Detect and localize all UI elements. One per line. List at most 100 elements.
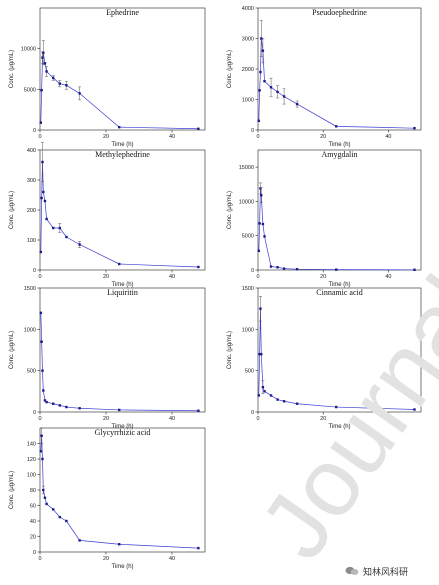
chart-title: Amygdalin <box>322 150 358 159</box>
y-tick-label-1: 5000 <box>242 234 254 240</box>
y-tick-label-5: 100 <box>27 473 36 479</box>
y-tick-label-0: 0 <box>251 128 254 134</box>
chart-5: 0 20 40 0 500 1000 1500 Cinnamic acid Time (h) Co… <box>227 286 422 430</box>
y-tick-label-0: 0 <box>251 410 254 416</box>
chart-title: Glycyrrhizic acid <box>95 428 151 437</box>
chart-0: 0 20 40 0 5000 10000 Ephedrine Time (h) Conc. (μ… <box>9 7 206 148</box>
data-point <box>41 56 44 59</box>
data-point <box>282 95 286 98</box>
y-tick-label-6: 120 <box>27 457 36 463</box>
y-tick-label-2: 40 <box>30 519 36 525</box>
series-line <box>258 188 415 271</box>
data-point <box>58 82 61 85</box>
data-point <box>282 400 286 403</box>
y-tick-label-1: 20 <box>30 535 36 541</box>
x-axis-label: Time (h) <box>111 564 133 570</box>
data-point <box>78 539 81 542</box>
data-point <box>259 307 262 310</box>
data-point <box>295 267 299 271</box>
chart-title: Liquiritin <box>107 288 138 297</box>
data-point <box>197 546 200 550</box>
data-point <box>43 199 47 203</box>
y-tick-label-3: 15000 <box>239 165 254 171</box>
data-point <box>42 51 45 54</box>
series-line <box>258 38 415 129</box>
data-point <box>65 405 68 409</box>
y-tick-label-1: 5000 <box>24 87 36 93</box>
y-tick-label-2: 1000 <box>24 327 36 333</box>
data-point <box>258 89 261 92</box>
data-point <box>78 243 81 246</box>
plot-frame <box>257 7 422 131</box>
chart-title: Cinnamic acid <box>316 288 362 297</box>
data-point <box>335 268 338 271</box>
data-point <box>118 262 121 266</box>
plot-frame <box>257 287 422 413</box>
y-axis-label: Conc. (μg/mL) <box>227 50 233 88</box>
data-point <box>261 222 265 226</box>
data-point <box>259 70 262 74</box>
data-point <box>269 394 273 397</box>
y-axis-label: Conc. (μg/mL) <box>227 191 233 229</box>
data-point <box>40 340 43 343</box>
x-tick-label-1: 20 <box>103 416 109 422</box>
data-point <box>39 250 43 254</box>
chart-1: 0 20 40 0 1000 2000 3000 4000 Pseudoephedrine Tim… <box>227 6 422 148</box>
data-point <box>269 265 273 268</box>
chart-4: 0 20 40 0 500 1000 1500 Liquiritin Time (h) Conc.… <box>9 286 206 430</box>
data-point <box>65 519 68 523</box>
y-axis-label: Conc. (μg/mL) <box>9 331 15 369</box>
data-point <box>295 402 299 405</box>
wechat-icon <box>345 566 359 575</box>
plot-frame <box>39 149 206 271</box>
x-tick-label-2: 40 <box>385 134 391 140</box>
x-tick-label-1: 20 <box>320 274 326 280</box>
y-tick-label-0: 0 <box>33 410 36 416</box>
data-point <box>257 249 261 252</box>
x-tick-label-0: 0 <box>256 274 259 280</box>
x-tick-label-1: 20 <box>320 416 326 422</box>
data-point <box>118 125 121 129</box>
data-point <box>42 190 45 194</box>
x-tick-label-1: 20 <box>103 274 109 280</box>
plot-frame <box>39 427 206 553</box>
data-point <box>40 434 43 437</box>
x-tick-label-0: 0 <box>38 556 41 562</box>
data-point <box>78 92 81 95</box>
data-point <box>335 405 338 409</box>
data-point <box>259 187 262 190</box>
data-point <box>43 496 47 499</box>
data-point <box>261 49 265 52</box>
data-point <box>40 196 43 200</box>
series-line <box>40 435 199 549</box>
data-point <box>197 409 200 412</box>
chart-title: Methylephedrine <box>95 150 150 159</box>
x-axis-label: Time (h) <box>111 142 133 148</box>
data-point <box>276 398 279 401</box>
plot-frame <box>257 149 422 271</box>
y-tick-label-3: 1500 <box>242 286 254 292</box>
data-point <box>40 88 43 92</box>
data-point <box>413 126 416 130</box>
plot-frame <box>39 287 206 413</box>
data-point <box>282 267 286 270</box>
data-point <box>39 121 43 124</box>
x-tick-label-2: 40 <box>385 274 391 280</box>
y-tick-label-7: 140 <box>27 442 36 448</box>
chart-title: Pseudoephedrine <box>312 8 367 17</box>
data-point <box>45 70 48 73</box>
data-point <box>42 488 45 492</box>
y-tick-label-2: 200 <box>27 208 36 214</box>
x-tick-label-1: 20 <box>103 556 109 562</box>
data-point <box>335 125 338 128</box>
data-point <box>58 404 61 407</box>
y-tick-label-2: 1000 <box>242 327 254 333</box>
y-tick-label-3: 1500 <box>24 286 36 292</box>
data-point <box>39 311 43 314</box>
data-point <box>263 390 266 393</box>
data-point <box>58 226 61 230</box>
data-point <box>258 222 261 225</box>
x-axis-label: Time (h) <box>328 282 350 288</box>
